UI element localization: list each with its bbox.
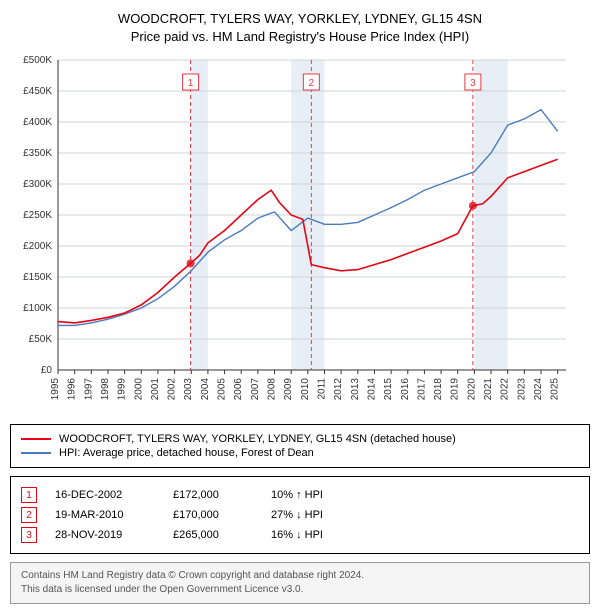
svg-text:1997: 1997 [83, 378, 94, 401]
chart-title-line1: WOODCROFT, TYLERS WAY, YORKLEY, LYDNEY, … [10, 10, 590, 28]
svg-text:1999: 1999 [117, 378, 128, 401]
svg-text:1996: 1996 [67, 378, 78, 401]
legend-swatch [21, 438, 51, 440]
svg-text:2016: 2016 [400, 378, 411, 401]
svg-text:2022: 2022 [500, 378, 511, 401]
svg-text:2015: 2015 [383, 378, 394, 401]
marker-date: 28-NOV-2019 [55, 529, 155, 541]
marker-row: 3 28-NOV-2019 £265,000 16% ↓ HPI [21, 527, 579, 543]
svg-text:2023: 2023 [516, 378, 527, 401]
marker-date: 16-DEC-2002 [55, 489, 155, 501]
legend-row: HPI: Average price, detached house, Fore… [21, 447, 579, 459]
svg-text:2005: 2005 [217, 378, 228, 401]
marker-table: 1 16-DEC-2002 £172,000 10% ↑ HPI 2 19-MAR-201… [10, 476, 590, 554]
svg-text:2007: 2007 [250, 378, 261, 401]
svg-text:2017: 2017 [416, 378, 427, 401]
svg-text:£450K: £450K [23, 86, 52, 97]
marker-diff: 27% ↓ HPI [271, 509, 323, 521]
legend-label: HPI: Average price, detached house, Fore… [59, 447, 314, 459]
svg-text:2001: 2001 [150, 378, 161, 401]
marker-price: £265,000 [173, 529, 253, 541]
marker-date: 19-MAR-2010 [55, 509, 155, 521]
chart-plot: £0 £50K £100K £150K £200K £250K £300K £350K £400… [10, 54, 570, 414]
svg-text:2013: 2013 [350, 378, 361, 401]
marker-badge: 2 [21, 507, 37, 523]
svg-text:£250K: £250K [23, 210, 52, 221]
svg-text:£400K: £400K [23, 117, 52, 128]
legend-row: WOODCROFT, TYLERS WAY, YORKLEY, LYDNEY, … [21, 433, 579, 445]
svg-text:2011: 2011 [316, 378, 327, 400]
svg-text:2: 2 [309, 78, 315, 89]
svg-text:£350K: £350K [23, 148, 52, 159]
marker-diff: 16% ↓ HPI [271, 529, 323, 541]
svg-text:1998: 1998 [100, 378, 111, 401]
svg-text:2000: 2000 [133, 378, 144, 401]
svg-text:£0: £0 [41, 365, 53, 376]
svg-text:2002: 2002 [167, 378, 178, 401]
marker-row: 1 16-DEC-2002 £172,000 10% ↑ HPI [21, 487, 579, 503]
legend-label: WOODCROFT, TYLERS WAY, YORKLEY, LYDNEY, … [59, 433, 456, 445]
footer-line2: This data is licensed under the Open Gov… [21, 583, 579, 597]
svg-text:2008: 2008 [267, 378, 278, 401]
svg-text:£100K: £100K [23, 303, 52, 314]
svg-text:2018: 2018 [433, 378, 444, 401]
svg-text:2004: 2004 [200, 378, 211, 401]
legend: WOODCROFT, TYLERS WAY, YORKLEY, LYDNEY, … [10, 424, 590, 468]
svg-text:2014: 2014 [366, 378, 377, 401]
svg-text:2025: 2025 [550, 378, 561, 401]
svg-text:1: 1 [188, 78, 194, 89]
svg-text:1995: 1995 [50, 378, 61, 401]
svg-text:2003: 2003 [183, 378, 194, 401]
footer-attribution: Contains HM Land Registry data © Crown c… [10, 562, 590, 604]
chart-title-line2: Price paid vs. HM Land Registry's House … [10, 28, 590, 46]
marker-price: £172,000 [173, 489, 253, 501]
marker-price: £170,000 [173, 509, 253, 521]
marker-row: 2 19-MAR-2010 £170,000 27% ↓ HPI [21, 507, 579, 523]
svg-text:2021: 2021 [483, 378, 494, 401]
svg-text:£150K: £150K [23, 272, 52, 283]
svg-text:2009: 2009 [283, 378, 294, 401]
svg-text:2020: 2020 [466, 378, 477, 401]
marker-diff: 10% ↑ HPI [271, 489, 323, 501]
svg-text:2006: 2006 [233, 378, 244, 401]
footer-line1: Contains HM Land Registry data © Crown c… [21, 569, 579, 583]
chart-container: WOODCROFT, TYLERS WAY, YORKLEY, LYDNEY, … [10, 10, 590, 604]
svg-text:£200K: £200K [23, 241, 52, 252]
svg-text:£500K: £500K [23, 55, 52, 66]
svg-text:2024: 2024 [533, 378, 544, 401]
marker-badge: 3 [21, 527, 37, 543]
chart-svg: £0 £50K £100K £150K £200K £250K £300K £350K £400… [10, 54, 570, 414]
svg-text:2012: 2012 [333, 378, 344, 401]
legend-swatch [21, 452, 51, 454]
svg-text:£50K: £50K [29, 334, 53, 345]
svg-text:3: 3 [470, 78, 476, 89]
svg-text:2019: 2019 [450, 378, 461, 401]
svg-text:£300K: £300K [23, 179, 52, 190]
marker-badge: 1 [21, 487, 37, 503]
svg-text:2010: 2010 [300, 378, 311, 401]
